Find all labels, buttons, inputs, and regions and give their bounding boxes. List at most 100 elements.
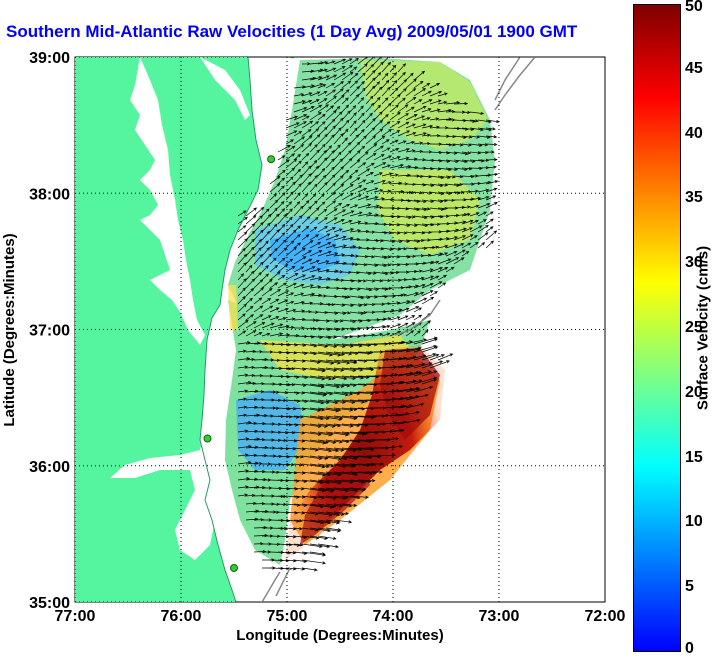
velocity-arrow [405,354,427,361]
velocity-arrow [461,151,472,155]
velocity-arrow [381,302,392,306]
velocity-arrow [429,83,441,89]
velocity-arrow [365,112,373,121]
velocity-arrow [285,282,297,289]
velocity-arrow [317,455,342,461]
velocity-arrow [245,349,257,354]
velocity-arrow [269,257,277,265]
velocity-arrow [317,343,338,349]
velocity-arrow [413,99,423,105]
y-tick-label: 38:00 [29,186,70,203]
velocity-arrow [317,359,341,365]
velocity-arrow [333,166,345,177]
velocity-arrow [253,297,263,305]
velocity-arrow [253,485,266,490]
velocity-arrow [293,247,306,257]
velocity-arrow [277,169,286,177]
velocity-arrow [405,106,415,113]
velocity-arrow [485,202,498,209]
velocity-arrow [237,460,252,465]
velocity-arrow [357,128,365,137]
velocity-arrow [245,381,257,386]
velocity-arrow [405,315,416,321]
velocity-arrow [405,140,416,145]
x-tick-label: 77:00 [55,608,96,625]
velocity-arrow [373,205,383,210]
velocity-arrow [357,334,368,338]
velocity-arrow [389,387,414,393]
velocity-arrow [365,135,377,145]
velocity-arrow [261,265,269,273]
velocity-arrow [429,252,444,257]
velocity-arrow [365,77,376,89]
velocity-arrow [445,243,458,249]
velocity-arrow [389,301,401,305]
velocity-arrow [253,469,266,474]
velocity-arrow [293,415,304,419]
velocity-arrow [325,455,348,461]
velocity-arrow [245,270,255,281]
velocity-arrow [413,362,433,369]
velocity-arrow [325,182,336,193]
velocity-arrow [373,119,383,129]
velocity-arrow [373,179,386,185]
velocity-arrow [437,108,453,113]
velocity-arrow [333,202,343,209]
velocity-arrow [245,215,257,225]
velocity-arrow [389,263,401,267]
velocity-arrow [261,246,271,257]
velocity-arrow [317,511,341,517]
velocity-arrow [413,123,427,129]
velocity-arrow [405,215,416,219]
velocity-arrow [317,181,328,193]
velocity-arrow [277,155,286,161]
velocity-arrow [309,216,319,225]
velocity-arrow [397,71,406,81]
velocity-arrow [293,100,306,105]
velocity-arrow [381,373,399,377]
colorbar-tick-label: 25 [685,319,703,336]
velocity-arrow [365,69,376,81]
velocity-arrow [405,330,415,337]
velocity-arrow [253,287,265,297]
velocity-arrow [429,90,443,97]
velocity-arrow [469,135,481,139]
velocity-arrow [253,261,264,273]
velocity-arrow [349,58,359,65]
velocity-arrow [285,115,299,121]
velocity-arrow [325,89,337,97]
velocity-arrow [413,132,428,137]
velocity-arrow [405,231,416,235]
velocity-arrow [349,487,367,491]
velocity-arrow [469,111,485,115]
velocity-arrow [373,162,387,169]
velocity-arrow [389,139,399,145]
velocity-arrow [269,282,279,289]
velocity-arrow [237,273,245,281]
velocity-arrow [349,105,357,113]
velocity-arrow [373,271,389,276]
velocity-arrow [301,161,309,169]
velocity-arrow [293,121,307,129]
velocity-arrow [421,282,434,289]
velocity-arrow [325,105,334,113]
velocity-arrow [253,549,267,554]
velocity-arrow [293,527,303,531]
velocity-arrow [405,96,417,105]
velocity-arrow [309,134,321,145]
velocity-arrow [325,439,343,444]
velocity-arrow [453,249,466,257]
velocity-arrow [349,80,359,89]
velocity-arrow [325,399,347,404]
velocity-arrow [445,167,459,171]
velocity-arrow [333,319,344,323]
velocity-arrow [429,108,441,113]
velocity-arrow [253,413,268,418]
velocity-arrow [421,99,433,105]
velocity-arrow [285,383,296,387]
velocity-arrow [317,98,328,105]
velocity-arrow [389,64,397,73]
velocity-arrow [373,189,384,193]
velocity-arrow [253,502,266,506]
velocity-arrow [421,268,434,273]
